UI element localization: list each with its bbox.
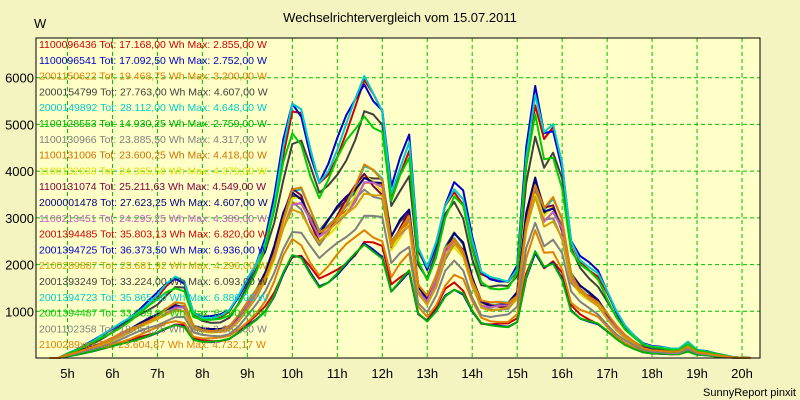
x-tick-label-5: 10h — [281, 366, 303, 381]
y-tick-label-2: 3000 — [5, 211, 34, 226]
legend-entry-3: 2000154799 Tot: 27.763,00 Wh Max: 4.607,… — [39, 86, 268, 98]
legend-entry-1: 1100096541 Tot: 17.092,50 Wh Max: 2.752,… — [39, 55, 267, 67]
legend: 1100096436 Tot: 17.168,00 Wh Max: 2.855,… — [39, 39, 268, 351]
x-tick-label-9: 14h — [461, 366, 483, 381]
x-tick-label-11: 16h — [551, 366, 573, 381]
series-lines — [49, 75, 752, 359]
y-tick-label-3: 4000 — [5, 164, 34, 179]
y-tick-label-1: 2000 — [5, 258, 34, 273]
x-tick-label-6: 11h — [327, 366, 348, 381]
x-tick-label-8: 13h — [416, 366, 438, 381]
x-tick-label-2: 7h — [150, 366, 164, 381]
legend-entry-0: 1100096436 Tot: 17.168,00 Wh Max: 2.855,… — [39, 39, 267, 51]
legend-entry-9: 1100131074 Tot: 25.211,63 Wh Max: 4.549,… — [39, 181, 266, 193]
legend-entry-8: 1100132033 Tot: 24.365,50 Wh Max: 4.379,… — [39, 165, 267, 177]
grid-lines — [36, 38, 760, 358]
x-tick-label-3: 8h — [195, 366, 209, 381]
legend-entry-19: 2100289xxx Tot: 23.604,87 Wh Max: 4.732,… — [39, 339, 266, 351]
x-tick-label-12: 17h — [596, 366, 618, 381]
x-tick-label-0: 5h — [60, 366, 74, 381]
legend-entry-16: 2001394723 Tot: 35.865,00 Wh Max: 6.886,… — [39, 292, 268, 304]
series-line-18 — [49, 214, 752, 359]
series-line-19 — [49, 163, 752, 359]
x-tick-label-13: 18h — [641, 366, 663, 381]
plot-frame — [35, 37, 761, 359]
y-tick-label-4: 5000 — [5, 117, 34, 132]
legend-entry-10: 2000001478 Tot: 27.623,25 Wh Max: 4.607,… — [39, 197, 268, 209]
x-tick-label-15: 20h — [731, 366, 753, 381]
legend-entry-13: 2001394725 Tot: 36.373,50 Wh Max: 6.936,… — [39, 244, 268, 256]
y-tick-label-0: 1000 — [5, 304, 34, 319]
series-line-17 — [49, 113, 752, 359]
legend-entry-5: 1100128553 Tot: 14.930,25 Wh Max: 2.759,… — [39, 118, 267, 130]
legend-entry-7: 1100131006 Tot: 23.600,25 Wh Max: 4.418,… — [39, 150, 267, 162]
legend-entry-12: 2001394485 Tot: 35.803,13 Wh Max: 6.820,… — [39, 229, 268, 241]
y-axis-unit-label: W — [34, 16, 47, 31]
series-line-2 — [49, 229, 752, 359]
legend-entry-4: 2000149892 Tot: 28.112,00 Wh Max: 4.648,… — [39, 102, 267, 114]
series-line-5 — [49, 243, 752, 359]
footer-credit: SunnyReport pinxit — [703, 387, 796, 399]
legend-entry-6: 1100130966 Tot: 23.885,50 Wh Max: 4.317,… — [39, 134, 267, 146]
x-tick-label-10: 15h — [506, 366, 528, 381]
x-tick-label-1: 6h — [105, 366, 119, 381]
x-tick-label-14: 19h — [686, 366, 708, 381]
legend-entry-15: 2001393249 Tot: 33.224,00 Wh Max: 6.093,… — [39, 276, 268, 288]
legend-entry-14: 2100289887 Tot: 23.681,92 Wh Max: 4.296,… — [39, 260, 268, 272]
legend-entry-17: 2001394487 Tot: 33.859,00 Wh Max: 6.200,… — [39, 308, 268, 320]
legend-entry-2: 2001150622 Tot: 19.468,75 Wh Max: 3.200,… — [39, 71, 267, 83]
x-tick-label-7: 12h — [371, 366, 393, 381]
series-line-14 — [49, 192, 752, 359]
legend-entry-18: 2001102358 Tot: 18.051,25 Wh Max: 3.657,… — [39, 323, 267, 335]
axes: 1000 2000 3000 4000 5000 6000 5h 6h 7h 8h 9h 10h 11h… — [5, 37, 761, 381]
y-tick-label-5: 6000 — [5, 71, 34, 86]
legend-entry-11: 1100213451 Tot: 24.295,25 Wh Max: 4.389,… — [39, 213, 267, 225]
series-line-16 — [49, 75, 752, 359]
chart-title: Wechselrichtervergleich vom 15.07.2011 — [283, 10, 517, 25]
x-tick-label-4: 9h — [240, 366, 254, 381]
